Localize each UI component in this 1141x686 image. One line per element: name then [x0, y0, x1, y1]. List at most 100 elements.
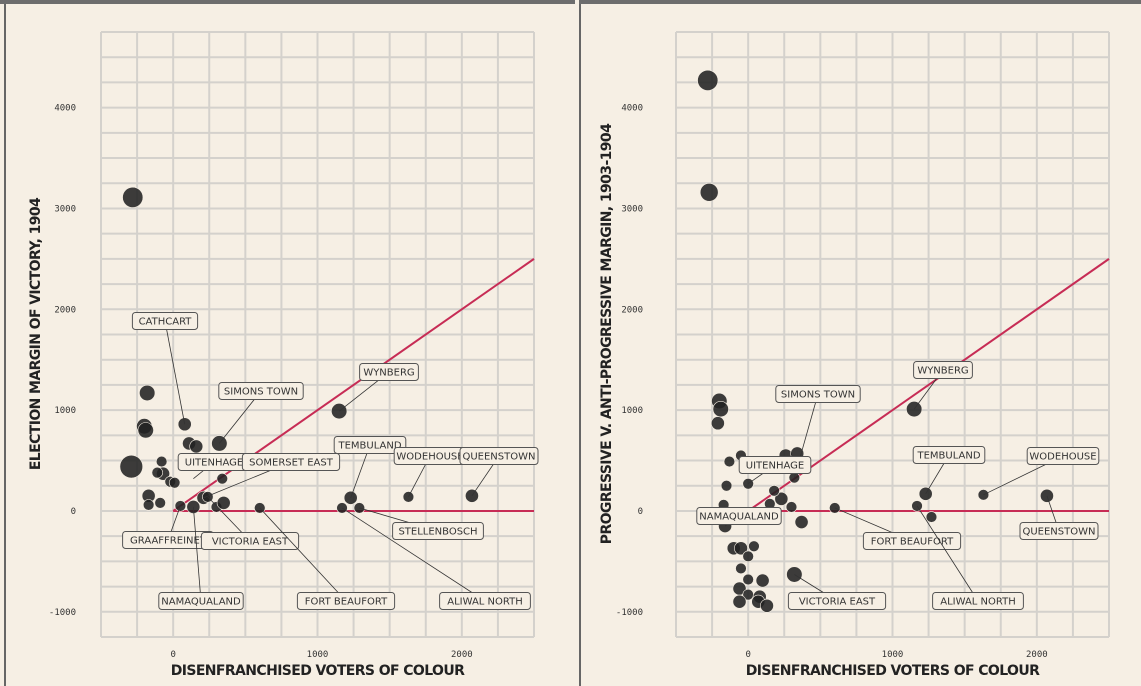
data-point — [794, 515, 809, 529]
y-tick-label: 0 — [71, 507, 76, 517]
data-point — [139, 384, 156, 402]
callout-box — [241, 453, 341, 471]
callout-label: FORT BEAUFORT — [305, 597, 388, 608]
callout-label: CATHCART — [139, 317, 193, 328]
y-tick-label: 4000 — [621, 104, 643, 114]
data-point — [151, 466, 163, 479]
callout-label: SIMONS TOWN — [224, 387, 298, 398]
callout-box — [738, 456, 812, 474]
callout-label: UITENHAGE — [185, 458, 243, 469]
data-point — [697, 69, 719, 91]
callout-box — [218, 382, 304, 400]
callout-label: WODEHOUSE — [1029, 452, 1096, 463]
x-tick-label: 0 — [745, 650, 750, 660]
callout-box — [392, 522, 484, 540]
callout-label: STELLENBOSCH — [398, 527, 477, 538]
y-tick-label: 0 — [638, 507, 643, 517]
callout-box — [131, 312, 199, 330]
callout-label: ALIWAL NORTH — [447, 597, 523, 608]
callout-box — [1019, 522, 1099, 540]
callout-label: WYNBERG — [917, 366, 968, 377]
data-point — [735, 562, 747, 575]
data-point — [734, 541, 748, 556]
data-point — [211, 435, 228, 452]
data-point — [742, 573, 754, 586]
callout-label: WODEHOUSE — [396, 452, 463, 463]
y-axis-title: PROGRESSIVE V. ANTI-PROGRESSIVE MARGIN, … — [599, 123, 615, 544]
data-point — [906, 401, 923, 418]
data-point — [155, 455, 168, 468]
y-axis-title: ELECTION MARGIN OF VICTORY, 1904 — [28, 197, 44, 470]
data-point — [774, 491, 789, 506]
y-tick-label: 1000 — [54, 406, 76, 416]
callout-label: UITENHAGE — [746, 461, 804, 472]
data-point — [119, 454, 144, 479]
callout-label: QUEENSTOWN — [1022, 527, 1095, 538]
chart-panel-right: 0 1000 2000 -1000 0 1000 2000 3000 4000 DISENFRAN… — [579, 4, 1141, 686]
callout-box — [200, 532, 300, 550]
data-point — [742, 478, 754, 490]
callout-label: VICTORIA EAST — [799, 597, 876, 608]
callout-box — [912, 446, 986, 464]
y-tick-label: 2000 — [54, 305, 76, 315]
x-tick-label: 2000 — [1026, 650, 1048, 660]
y-tick-label: 3000 — [54, 204, 76, 214]
callout-leader — [164, 320, 186, 425]
callout-box — [787, 592, 887, 610]
callout-label: NAMAQUALAND — [161, 597, 241, 608]
callout-box — [296, 592, 396, 610]
data-point — [760, 598, 774, 613]
callout-label: VICTORIA EAST — [212, 537, 289, 548]
top-border — [0, 0, 1141, 4]
data-point — [142, 499, 155, 511]
y-tick-label: -1000 — [616, 608, 643, 618]
callout-label: NAMAQUALAND — [699, 512, 779, 523]
data-point — [216, 472, 228, 485]
data-point — [742, 550, 754, 563]
callout-box — [932, 592, 1024, 610]
callout-label: SIMONS TOWN — [781, 390, 855, 401]
callout-label: ALIWAL NORTH — [940, 597, 1016, 608]
callout-label: TEMBULAND — [916, 451, 980, 462]
data-point — [720, 480, 733, 492]
callout-label: FORT BEAUFORT — [871, 537, 954, 548]
y-tick-label: 3000 — [621, 204, 643, 214]
chart-left-svg: 0 1000 2000 -1000 0 1000 2000 3000 4000 DISENFRAN… — [28, 31, 539, 679]
y-tick-label: 1000 — [621, 406, 643, 416]
callout-label: QUEENSTOWN — [462, 452, 535, 463]
callout-leader — [259, 507, 347, 602]
x-tick-label: 1000 — [307, 650, 329, 660]
callout-label: GRAAFFREINET — [130, 536, 207, 547]
data-point — [168, 477, 181, 489]
callout-leader — [916, 505, 979, 602]
callout-label: SOMERSET EAST — [249, 458, 334, 469]
data-point — [1040, 488, 1054, 503]
data-point — [755, 573, 770, 588]
x-tick-label: 2000 — [451, 650, 473, 660]
data-point — [216, 495, 231, 510]
x-tick-label: 0 — [170, 650, 175, 660]
callout-box — [333, 436, 407, 454]
callout-box — [439, 592, 531, 610]
data-point — [925, 511, 938, 523]
callout-box — [1026, 447, 1100, 465]
data-point — [748, 540, 760, 552]
data-point — [785, 501, 798, 513]
data-point — [699, 183, 719, 202]
callout-box — [696, 507, 782, 525]
callout-box — [862, 532, 962, 550]
callout-box — [775, 385, 861, 403]
data-point — [122, 186, 144, 208]
data-point — [723, 455, 736, 468]
callout-leader — [341, 507, 486, 602]
y-tick-label: 2000 — [621, 305, 643, 315]
callout-leader — [192, 506, 202, 602]
callout-box — [158, 592, 244, 610]
data-point — [710, 416, 725, 431]
x-tick-label: 1000 — [882, 650, 904, 660]
chart-right-svg: 0 1000 2000 -1000 0 1000 2000 3000 4000 DISENFRAN… — [599, 31, 1110, 679]
callout-box — [459, 447, 539, 465]
y-tick-label: -1000 — [49, 608, 76, 618]
data-point — [712, 401, 729, 418]
chart-panel-left: 0 1000 2000 -1000 0 1000 2000 3000 4000 DISENFRAN… — [4, 4, 579, 686]
